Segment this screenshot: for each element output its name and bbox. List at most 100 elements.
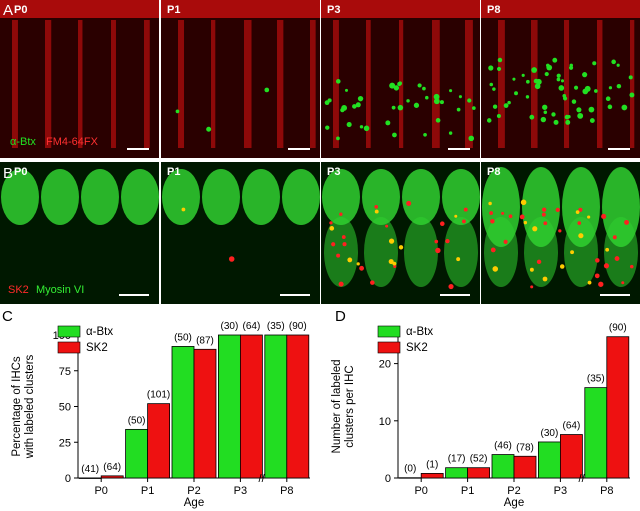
panel-b-image-row: P0 P1 P3 P8	[0, 162, 640, 304]
chart-d-bar-sk2-p3	[559, 434, 583, 479]
chart-d-bar-sk2-p0	[420, 473, 444, 479]
panel-d-letter: D	[335, 308, 346, 325]
chart-c-n-label: (41)	[81, 464, 99, 475]
chart-d-bar-sk2-p8	[606, 336, 630, 479]
chart-d-n-label: (35)	[587, 374, 605, 385]
chart-d-n-label: (0)	[404, 464, 416, 475]
chart-c-bar-sk2-p0	[100, 475, 124, 479]
panel-b-stain-green: Myosin VI	[36, 284, 85, 296]
chart-c-y-tick-label: 25	[59, 437, 71, 449]
chart-d-y-axis-label: clusters per IHC	[344, 365, 356, 447]
chart-d-y-tick-label: 0	[385, 473, 391, 485]
chart-d-bar-sk2-p2	[513, 455, 537, 479]
chart-c-axis-break-marker: //	[259, 473, 266, 485]
tile-age-label: P3	[327, 4, 341, 16]
chart-d-bar-sk2-p1	[467, 467, 491, 479]
chart-c-n-label: (30)	[221, 321, 239, 332]
chart-c-bar-sk2-p3	[239, 334, 263, 479]
panel-a-tile-p1: P1	[161, 0, 320, 158]
chart-c-n-label: (64)	[103, 462, 121, 473]
tile-age-label: P0	[14, 4, 28, 16]
chart-d-x-tick-label: P2	[507, 485, 520, 497]
chart-c-bar-abtx-p0	[78, 477, 102, 479]
panel-b-tile-p0: P0	[0, 162, 159, 304]
scale-bar	[288, 148, 310, 150]
chart-d-y-tick-label: 10	[379, 416, 391, 428]
chart-c-y-tick-label: 75	[59, 366, 71, 378]
chart-c-legend-label: α-Btx	[86, 326, 113, 338]
chart-d-y-axis-label: Number of labeled	[331, 360, 343, 454]
chart-c-bar-abtx-p2	[171, 346, 195, 479]
chart-c-x-tick-label: P2	[187, 485, 200, 497]
chart-c-bar-sk2-p8	[286, 334, 310, 479]
chart-c-n-label: (87)	[196, 335, 214, 346]
panel-a-stain-green: α-Btx	[10, 136, 36, 148]
chart-c-n-label: (90)	[289, 321, 307, 332]
chart-d-x-tick-label: P3	[554, 485, 567, 497]
chart-c-n-label: (50)	[174, 332, 192, 343]
panel-a-tile-p8: P8	[481, 0, 640, 158]
panel-b-letter: B	[3, 165, 14, 182]
chart-d-x-tick-label: P1	[461, 485, 474, 497]
micrograph-b-p3	[322, 169, 480, 290]
chart-c-n-label: (64)	[243, 321, 261, 332]
chart-d-bar-abtx-p0	[398, 477, 422, 479]
scale-bar	[448, 148, 470, 150]
tile-age-label: P3	[327, 166, 341, 178]
panel-b-tile-p3: P3	[321, 162, 480, 304]
chart-d-n-label: (30)	[541, 428, 559, 439]
chart-c-bar-sk2-p2	[193, 348, 217, 479]
scale-bar	[280, 294, 310, 296]
chart-c-bar-sk2-p1	[147, 403, 171, 479]
chart-d-n-label: (46)	[494, 441, 512, 452]
chart-c-y-axis-label: Percentage of IHCs	[11, 356, 23, 457]
chart-d-n-label: (1)	[426, 459, 438, 470]
chart-d-axis-break-marker: //	[579, 473, 586, 485]
chart-d-n-label: (17)	[448, 454, 466, 465]
chart-c-legend-swatch	[57, 341, 81, 354]
chart-d-bar-abtx-p2	[491, 454, 515, 479]
chart-c-n-label: (50)	[128, 415, 146, 426]
tile-age-label: P0	[14, 166, 28, 178]
panel-a-tile-p3: P3	[321, 0, 480, 158]
chart-d-bar-abtx-p3	[537, 441, 561, 479]
chart-c-legend-swatch	[57, 325, 81, 338]
chart-d-y-tick-label: 20	[379, 359, 391, 371]
chart-d-bar-abtx-p1	[445, 467, 468, 479]
chart-c-bar-abtx-p8	[264, 334, 288, 479]
chart-c-y-axis-label: with labeled clusters	[24, 354, 36, 459]
scale-bar	[608, 148, 630, 150]
chart-c-x-tick-label: P0	[94, 485, 107, 497]
chart-d-legend-label: SK2	[406, 342, 428, 354]
micrograph-a-p0	[0, 0, 159, 148]
chart-d-n-label: (90)	[609, 323, 627, 334]
chart-d-x-tick-label: P0	[414, 485, 427, 497]
chart-c-x-tick-label: P8	[280, 485, 293, 497]
micrograph-b-p1	[162, 169, 320, 262]
chart-d-legend-label: α-Btx	[406, 326, 433, 338]
chart-d-x-tick-label: P8	[600, 485, 613, 497]
chart-c-n-label: (101)	[147, 390, 170, 401]
chart-d-bar-abtx-p8	[584, 387, 608, 479]
scale-bar	[127, 148, 149, 150]
panel-a-stain-red: FM4-64FX	[46, 136, 98, 148]
tile-age-label: P1	[167, 4, 181, 16]
scale-bar	[600, 294, 630, 296]
chart-c-x-tick-label: P1	[141, 485, 154, 497]
micrograph-a-p1	[161, 0, 320, 148]
chart-c-y-tick-label: 50	[59, 402, 71, 414]
chart-c-x-axis-label: Age	[184, 497, 204, 509]
panel-b-tile-p1: P1	[161, 162, 320, 304]
tile-age-label: P1	[167, 166, 181, 178]
micrograph-b-p8	[482, 167, 640, 289]
micrograph-b-p0	[1, 169, 159, 225]
chart-c-bar-abtx-p3	[217, 334, 241, 479]
chart-d-legend-swatch	[377, 325, 401, 338]
chart-c-legend-label: SK2	[86, 342, 108, 354]
chart-d-n-label: (52)	[470, 454, 488, 465]
panel-b-tile-p8: P8	[481, 162, 640, 304]
panel-b-stain-red: SK2	[8, 284, 29, 296]
panel-a-tile-p0: P0	[0, 0, 159, 158]
panel-a-image-row: P0 P1 P3 P8	[0, 0, 640, 158]
